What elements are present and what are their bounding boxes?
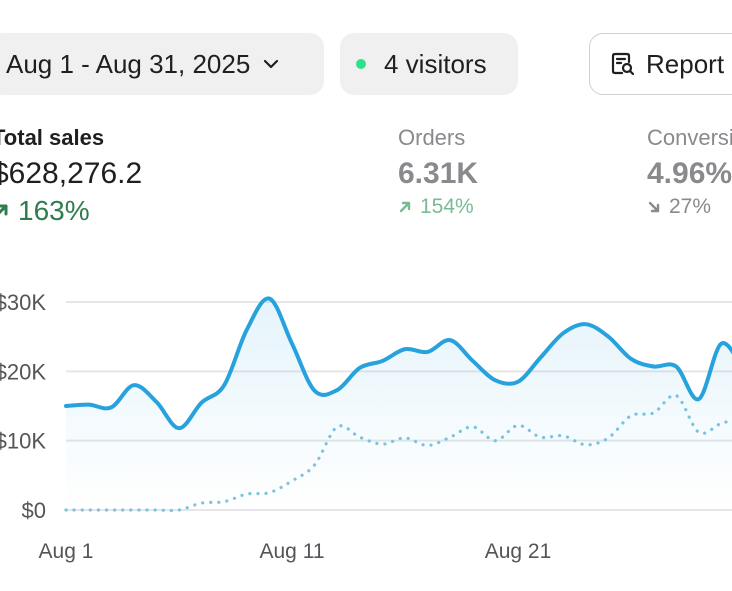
y-tick-label: $0 xyxy=(22,498,46,523)
metric-title: Conversion xyxy=(647,125,732,150)
date-range-selector[interactable]: Aug 1 - Aug 31, 2025 xyxy=(0,33,324,95)
visitors-label: 4 visitors xyxy=(384,48,487,79)
y-tick-label: $10K xyxy=(0,429,46,454)
y-tick-label: $20K xyxy=(0,359,46,384)
metric-orders[interactable]: Orders 6.31K 154% xyxy=(398,125,478,219)
metric-value: 6.31K xyxy=(398,157,479,190)
y-tick-label: $30K xyxy=(0,290,46,315)
metric-change: 154% xyxy=(420,195,474,218)
metric-value: $628,276.2 xyxy=(0,157,143,190)
arrow-down-right-icon xyxy=(647,200,661,214)
metric-title: Total sales xyxy=(0,125,105,150)
metric-total-sales[interactable]: Total sales $628,276.2 163% xyxy=(0,125,142,227)
x-tick-label: Aug 21 xyxy=(485,540,552,563)
series-line-current-period xyxy=(64,296,732,431)
series-area-fill xyxy=(66,298,732,510)
arrow-up-right-icon xyxy=(398,200,412,214)
metric-change: 27% xyxy=(669,195,712,218)
chevron-down-icon xyxy=(262,58,280,70)
metric-value: 4.96% xyxy=(647,157,732,190)
view-report-button[interactable]: Report xyxy=(589,33,732,95)
report-search-icon xyxy=(610,51,636,77)
live-visitors-button[interactable]: 4 visitors xyxy=(340,33,518,95)
metric-title: Orders xyxy=(398,125,466,150)
report-label: Report xyxy=(646,48,725,79)
date-range-label: Aug 1 - Aug 31, 2025 xyxy=(6,48,251,79)
metric-change: 163% xyxy=(18,195,90,226)
sales-line-chart[interactable]: $0 $10K $20K $30K Aug 1 Aug 11 Aug 21 xyxy=(0,270,732,591)
x-tick-label: Aug 1 xyxy=(39,540,94,563)
metric-conversion[interactable]: Conversion 4.96% 27% xyxy=(647,125,732,219)
x-tick-label: Aug 11 xyxy=(260,540,325,563)
arrow-up-right-icon xyxy=(0,202,10,220)
live-status-dot xyxy=(356,59,366,69)
